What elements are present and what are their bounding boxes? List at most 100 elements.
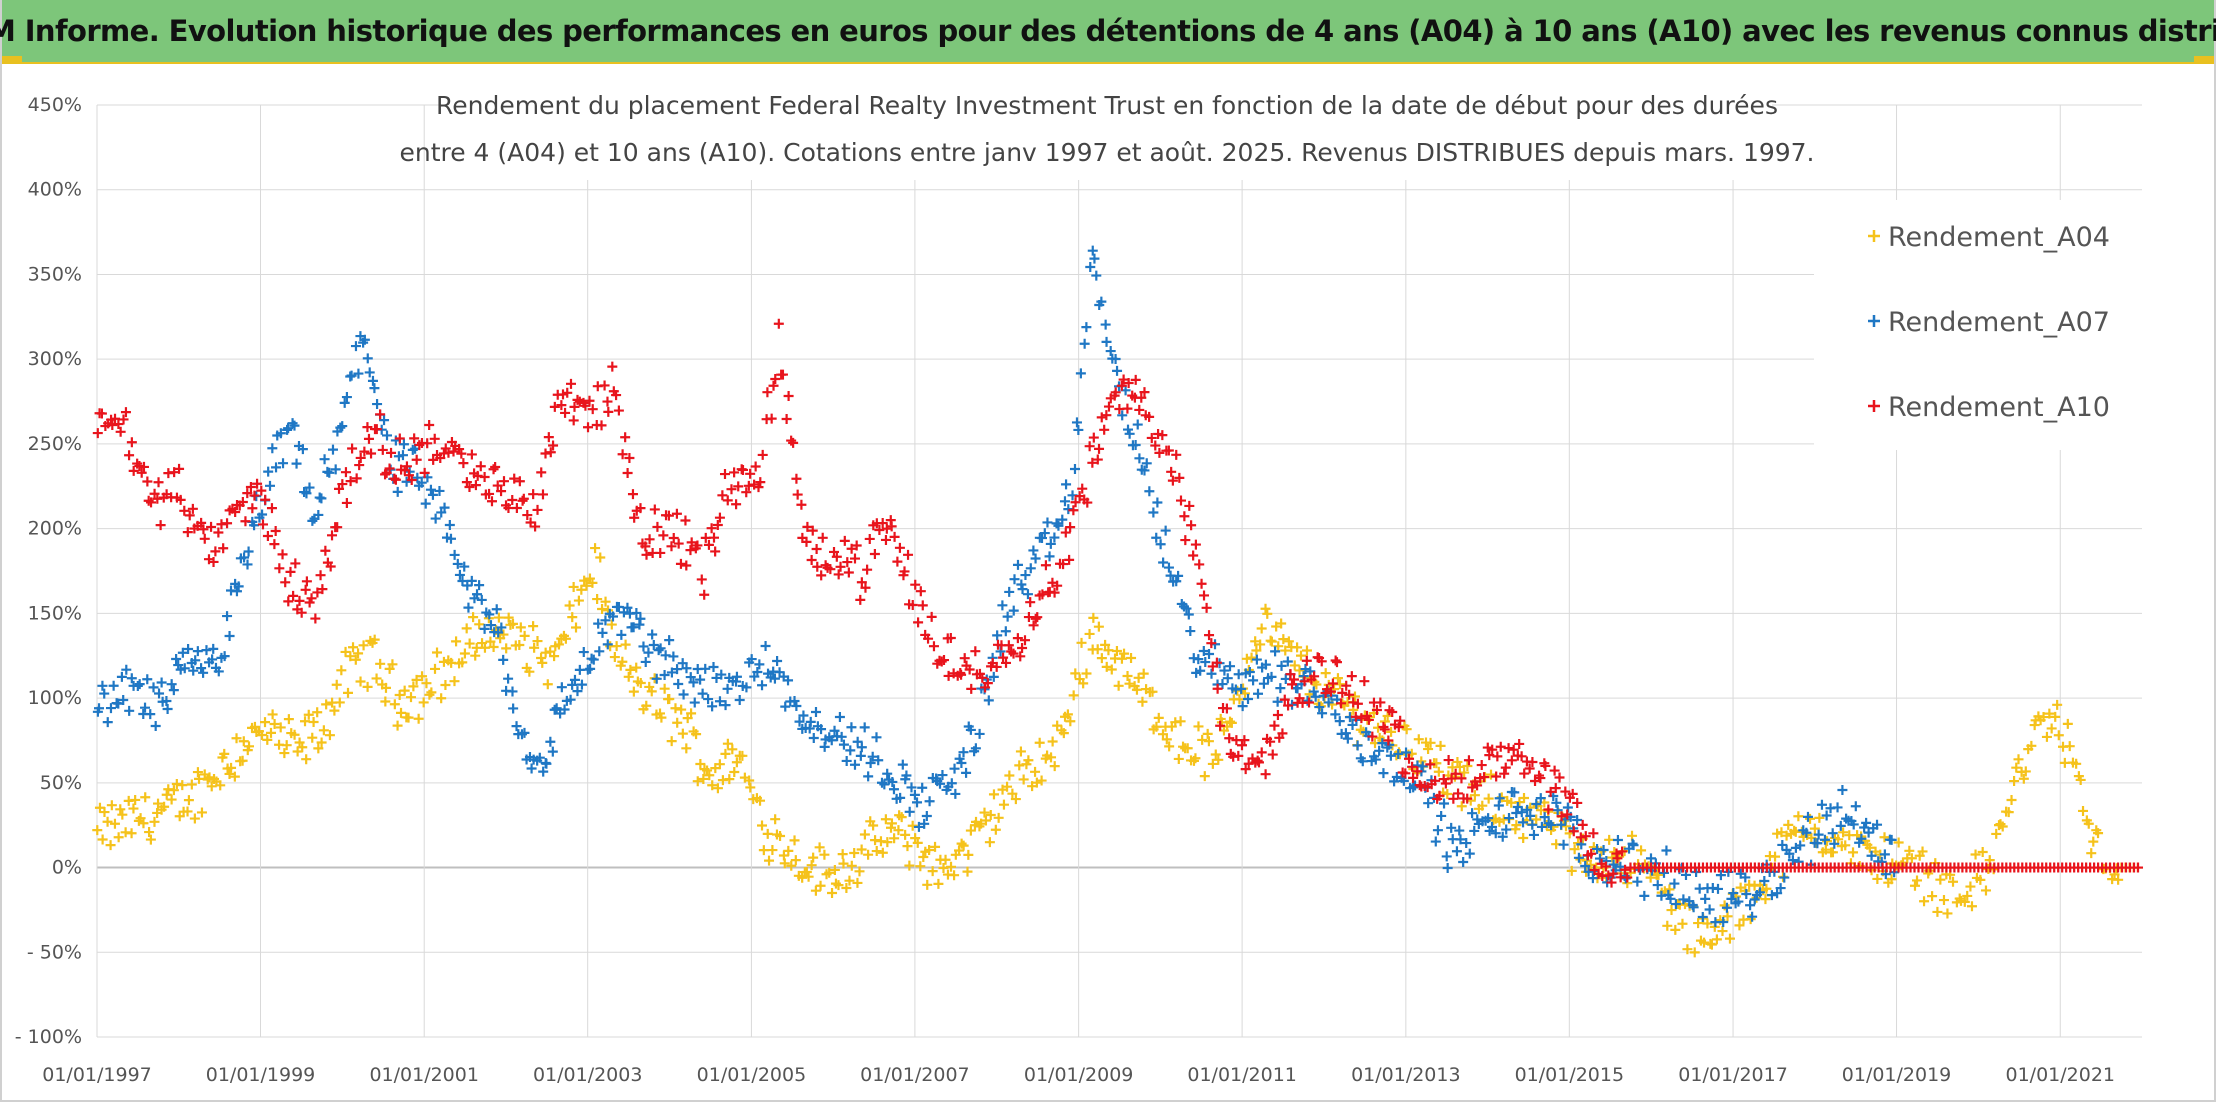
data-point [1486, 769, 1497, 780]
data-point [992, 630, 1003, 641]
data-point [1253, 757, 1264, 768]
data-point [1302, 695, 1313, 706]
data-point [1233, 750, 1244, 761]
data-point [1514, 738, 1525, 749]
data-point [1047, 736, 1058, 747]
data-point [1628, 840, 1639, 851]
data-point [1222, 673, 1233, 684]
data-point [576, 679, 587, 690]
data-point [315, 570, 326, 581]
data-point [1919, 896, 1930, 907]
data-point [2088, 836, 2099, 847]
data-point [1387, 706, 1398, 717]
data-point [2064, 741, 2075, 752]
data-point [327, 530, 338, 541]
data-point [1173, 570, 1184, 581]
data-point [543, 432, 554, 443]
data-point [536, 467, 547, 478]
data-point [710, 546, 721, 557]
chart-title-line-2: entre 4 (A04) et 10 ans (A10). Cotations… [399, 138, 1814, 167]
data-point [1147, 686, 1158, 697]
data-point [1309, 671, 1320, 682]
data-point [1193, 654, 1204, 665]
data-point [179, 505, 190, 516]
data-point [873, 755, 884, 766]
data-point [762, 387, 773, 398]
data-point [789, 835, 800, 846]
data-point [1398, 775, 1409, 786]
data-point [496, 622, 507, 633]
data-point [859, 722, 870, 733]
data-point [348, 642, 359, 653]
data-point [294, 595, 305, 606]
data-point [196, 663, 207, 674]
data-point [770, 374, 781, 385]
data-point [2133, 862, 2144, 873]
data-point [219, 748, 230, 759]
data-point [1301, 655, 1312, 666]
data-point [1009, 574, 1020, 585]
data-point [1175, 716, 1186, 727]
data-point [640, 656, 651, 667]
data-point [943, 670, 954, 681]
data-point [484, 488, 495, 499]
data-point [1569, 844, 1580, 855]
data-point [1580, 831, 1591, 842]
data-point [260, 717, 271, 728]
data-point [1030, 613, 1041, 624]
data-point [791, 701, 802, 712]
data-point [720, 748, 731, 759]
data-point [789, 695, 800, 706]
data-point [1775, 883, 1786, 894]
data-point [1432, 825, 1443, 836]
data-point [699, 589, 710, 600]
data-point [449, 676, 460, 687]
data-point [1977, 846, 1988, 857]
data-point [345, 651, 356, 662]
data-point [1367, 731, 1378, 742]
data-point [340, 467, 351, 478]
data-point [658, 530, 669, 541]
data-point [472, 589, 483, 600]
data-point [852, 877, 863, 888]
data-point [1103, 401, 1114, 412]
data-point [353, 648, 364, 659]
data-point [2083, 818, 2094, 829]
data-point [1122, 671, 1133, 682]
data-point [1393, 748, 1404, 759]
data-point [1007, 788, 1018, 799]
data-point [833, 880, 844, 891]
data-point [1412, 766, 1423, 777]
data-point [596, 420, 607, 431]
data-point [1700, 893, 1711, 904]
data-point [545, 447, 556, 458]
data-point [468, 612, 479, 623]
data-point [2075, 774, 2086, 785]
data-point [452, 558, 463, 569]
data-point [935, 778, 946, 789]
data-point [1363, 714, 1374, 725]
data-point [1783, 819, 1794, 830]
data-point [719, 469, 730, 480]
data-point [1490, 828, 1501, 839]
data-point [597, 604, 608, 615]
data-point [1568, 826, 1579, 837]
data-point [988, 671, 999, 682]
data-point [815, 880, 826, 891]
data-point [1124, 428, 1135, 439]
data-point [1759, 876, 1770, 887]
data-point [355, 452, 366, 463]
data-point [982, 678, 993, 689]
data-point [530, 521, 541, 532]
data-point [652, 521, 663, 532]
data-point [656, 712, 667, 723]
data-point [628, 622, 639, 633]
data-point [1677, 918, 1688, 929]
data-point [1076, 637, 1087, 648]
data-point [138, 461, 149, 472]
data-point [242, 559, 253, 570]
data-point [1272, 709, 1283, 720]
data-point [1433, 766, 1444, 777]
data-point [102, 717, 113, 728]
data-point [1560, 786, 1571, 797]
